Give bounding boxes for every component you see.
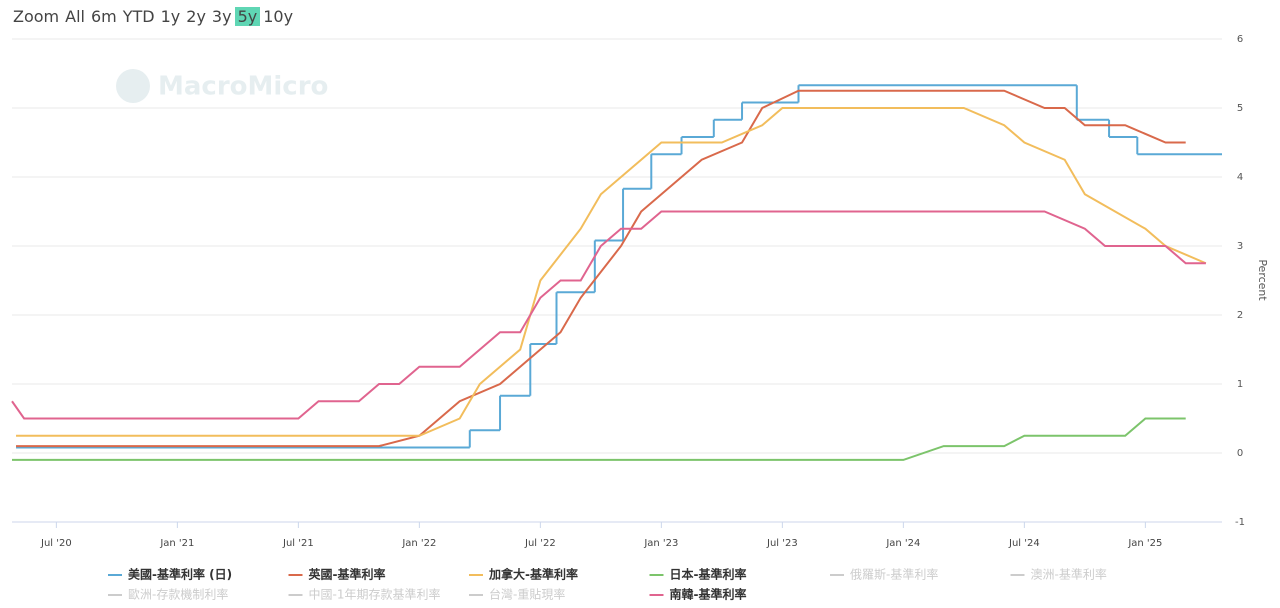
legend-label: 南韓-基準利率 [670,587,747,602]
legend-item[interactable]: 中國-1年期存款基準利率 [288,587,441,602]
legend-item[interactable]: 加拿大-基準利率 [469,567,578,582]
x-tick-label: Jul '22 [524,538,556,549]
legend-label: 歐洲-存款機制利率 [128,587,228,602]
x-tick-label: Jan '24 [885,538,920,549]
legend-item[interactable]: 澳洲-基準利率 [1010,567,1107,582]
x-tick-label: Jan '23 [643,538,678,549]
legend-label: 英國-基準利率 [309,567,386,582]
y-tick-label: 0 [1237,448,1243,459]
zoom-button[interactable]: 5y [234,6,261,26]
legend-label: 澳洲-基準利率 [1031,567,1107,582]
x-tick-label: Jan '25 [1127,538,1162,549]
legend-item[interactable]: 日本-基準利率 [649,567,747,582]
x-tick-label: Jul '21 [282,538,314,549]
y-axis-label: Percent [1256,259,1269,301]
series-line [12,417,1186,461]
legend-label: 台灣-重貼現率 [489,587,565,602]
x-tick-label: Jul '23 [766,538,798,549]
series-line [11,210,1206,420]
legend-item[interactable]: 英國-基準利率 [288,567,386,582]
legend-label: 俄羅斯-基準利率 [850,567,938,582]
x-tick-label: Jul '20 [40,538,72,549]
y-tick-label: 1 [1237,379,1243,390]
zoom-button[interactable]: 2y [186,6,206,26]
x-tick-label: Jul '24 [1008,538,1040,549]
x-tick-label: Jan '21 [159,538,194,549]
x-tick-label: Jan '22 [401,538,436,549]
legend-item[interactable]: 歐洲-存款機制利率 [108,587,228,602]
zoom-button[interactable]: All [65,6,85,26]
legend-label: 美國-基準利率 (日) [128,567,232,582]
zoom-button[interactable]: 1y [160,6,181,26]
series-line [16,107,1207,437]
y-tick-label: -1 [1235,517,1245,528]
series-line [16,89,1186,448]
zoom-button[interactable]: 6m [90,6,117,26]
watermark: MacroMicro [158,72,328,102]
legend-label: 中國-1年期存款基準利率 [309,587,441,602]
y-tick-label: 2 [1237,310,1243,321]
watermark-logo [116,69,150,103]
legend-item[interactable]: 俄羅斯-基準利率 [830,567,938,582]
zoom-label: Zoom [13,6,60,26]
legend-item[interactable]: 美國-基準利率 (日) [108,567,232,582]
y-tick-label: 3 [1237,241,1243,252]
y-tick-label: 5 [1237,103,1243,114]
zoom-button[interactable]: 3y [211,6,232,26]
zoom-button[interactable]: YTD [122,6,155,26]
legend-item[interactable]: 南韓-基準利率 [649,587,747,602]
legend-label: 加拿大-基準利率 [488,567,578,582]
legend-label: 日本-基準利率 [670,567,747,582]
y-tick-label: 6 [1237,34,1243,45]
legend-item[interactable]: 台灣-重貼現率 [469,587,565,602]
range-selector: Zoom All 6m YTD 1y 2y 3y 5y 10y [10,4,296,28]
y-tick-label: 4 [1237,172,1243,183]
zoom-button[interactable]: 10y [263,6,294,26]
